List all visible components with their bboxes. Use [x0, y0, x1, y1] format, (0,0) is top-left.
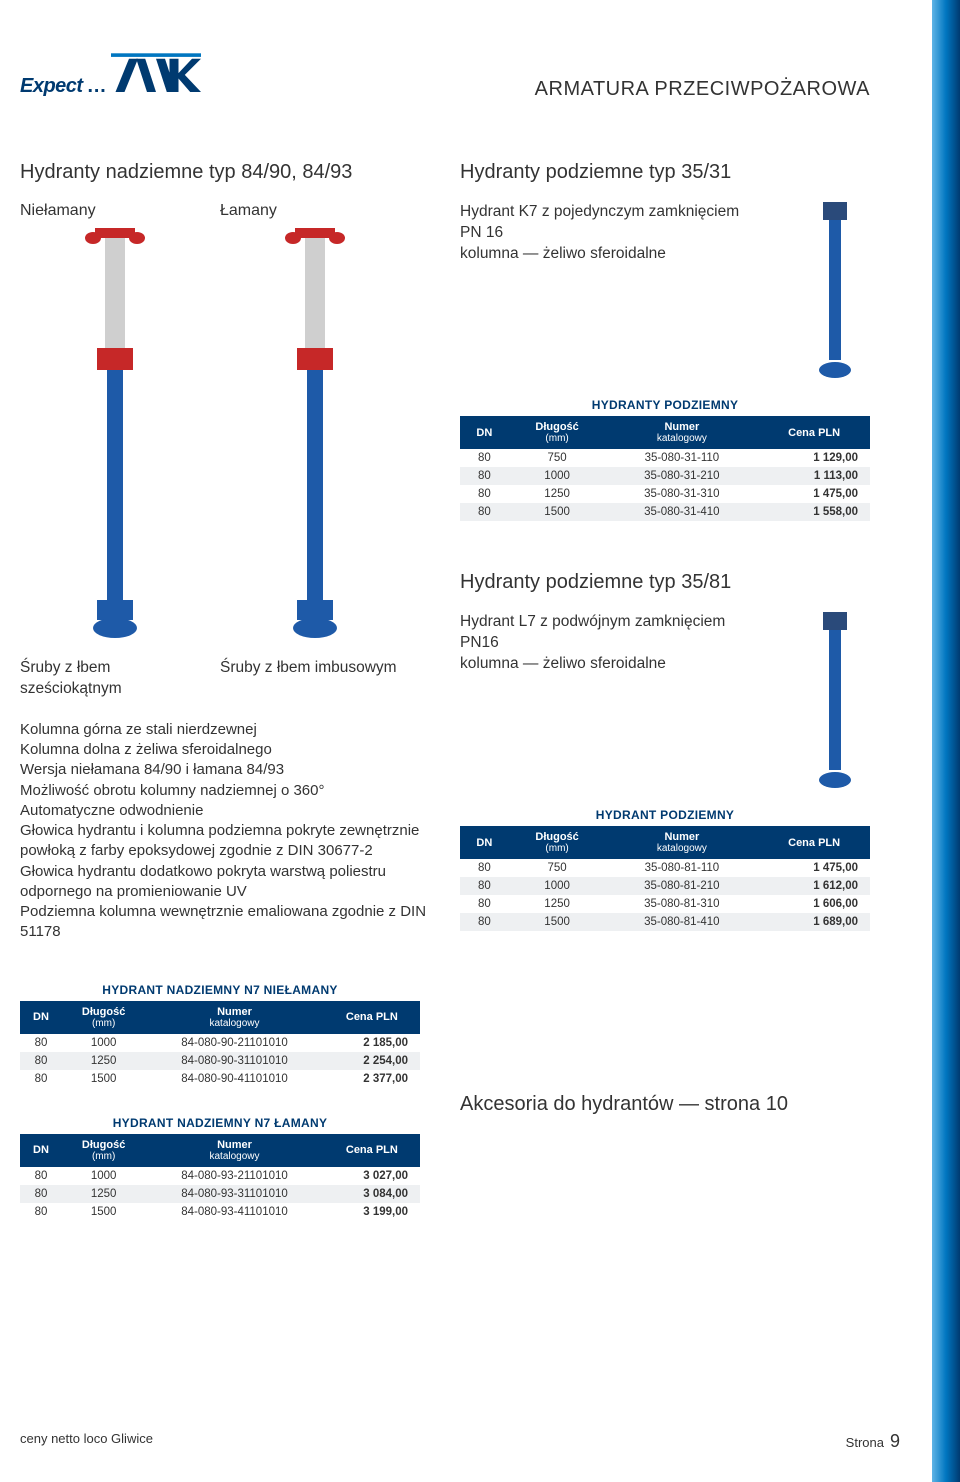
- sruby-imbus-label: Śruby z łbem imbusowym: [220, 658, 410, 679]
- table-row: 80100035-080-81-2101 612,00: [460, 877, 870, 895]
- hydrant-podziemny-image-2: [800, 612, 870, 792]
- th-dn: DN: [460, 416, 509, 449]
- right1-desc2: PN 16: [460, 223, 774, 244]
- page-content: Expect … ARMATURA PRZECIWPOŻAROWA Hydran…: [0, 0, 920, 1251]
- hydrant-podziemny-image-1: [800, 202, 870, 382]
- lamany-label: Łamany: [220, 202, 400, 220]
- table-row: 80100084-080-93-211010103 027,00: [20, 1167, 420, 1185]
- lamany-block: Łamany: [220, 202, 400, 228]
- table-row: 80125035-080-31-3101 475,00: [460, 485, 870, 503]
- table-row: 80100084-080-90-211010102 185,00: [20, 1034, 420, 1052]
- description-text: Kolumna górna ze stali nierdzewnej Kolum…: [20, 720, 430, 943]
- th-price: Cena PLN: [324, 1134, 420, 1167]
- right2-heading: Hydranty podziemne typ 35/81: [460, 571, 870, 594]
- table-podziemny-3531: DN Długość(mm) Numerkatalogowy Cena PLN …: [460, 416, 870, 521]
- hydrant-lamany-image: [275, 228, 355, 648]
- table-row: 8075035-080-31-1101 129,00: [460, 449, 870, 467]
- nielamany-label: Niełamany: [20, 202, 200, 220]
- th-cat: Numerkatalogowy: [605, 826, 758, 859]
- right1-desc-row: Hydrant K7 z pojedynczym zamknięciem PN …: [460, 202, 870, 382]
- table-row: 8075035-080-81-1101 475,00: [460, 859, 870, 877]
- document-title: ARMATURA PRZECIWPOŻAROWA: [535, 78, 870, 101]
- footer-page-label: Strona: [846, 1435, 884, 1450]
- footer-page: Strona 9: [846, 1431, 900, 1452]
- th-dn: DN: [460, 826, 509, 859]
- th-dn: DN: [20, 1134, 62, 1167]
- right2-desc3: kolumna — żeliwo sferoidalne: [460, 654, 774, 675]
- header: Expect … ARMATURA PRZECIWPOŻAROWA: [20, 50, 870, 101]
- table-podziemny-3581: DN Długość(mm) Numerkatalogowy Cena PLN …: [460, 826, 870, 931]
- side-accent-bar: [932, 0, 960, 1482]
- footer: ceny netto loco Gliwice Strona 9: [20, 1431, 900, 1452]
- right-column: Hydranty podziemne typ 35/31 Hydrant K7 …: [460, 161, 870, 943]
- footer-left-text: ceny netto loco Gliwice: [20, 1431, 153, 1452]
- right1-desc1: Hydrant K7 z pojedynczym zamknięciem: [460, 202, 774, 223]
- accessories-heading: Akcesoria do hydrantów — strona 10: [460, 1093, 870, 1116]
- left-description: Kolumna górna ze stali nierdzewnej Kolum…: [20, 720, 430, 943]
- table2-title: HYDRANT PODZIEMNY: [460, 808, 870, 822]
- right1-desc3: kolumna — żeliwo sferoidalne: [460, 244, 774, 265]
- table-row: 80125084-080-93-311010103 084,00: [20, 1185, 420, 1203]
- table-row: 80100035-080-31-2101 113,00: [460, 467, 870, 485]
- right2-desc1: Hydrant L7 z podwójnym zamknięciem: [460, 612, 774, 633]
- right2-desc2: PN16: [460, 633, 774, 654]
- logo-expect-text: Expect: [20, 75, 83, 98]
- th-cat: Numerkatalogowy: [145, 1001, 323, 1034]
- bottom-left-tables: HYDRANT NADZIEMNY N7 NIEŁAMANY DN Długoś…: [20, 983, 420, 1221]
- avk-logo-icon: [111, 50, 201, 98]
- table-row: 80150084-080-93-411010103 199,00: [20, 1203, 420, 1221]
- th-cat: Numerkatalogowy: [145, 1134, 323, 1167]
- table4-title: HYDRANT NADZIEMNY N7 ŁAMANY: [20, 1116, 420, 1130]
- hydrant-nielamany-image: [75, 228, 155, 648]
- main-row: Hydranty nadziemne typ 84/90, 84/93 Nieł…: [20, 161, 870, 943]
- hydrant-tall-images: Śruby z łbem sześciokątnym: [20, 228, 430, 700]
- right1-heading: Hydranty podziemne typ 35/31: [460, 161, 870, 184]
- table-row: 80150035-080-81-4101 689,00: [460, 913, 870, 931]
- table1-title: HYDRANTY PODZIEMNY: [460, 398, 870, 412]
- right2-desc-row: Hydrant L7 z podwójnym zamknięciem PN16 …: [460, 612, 870, 792]
- logo: Expect …: [20, 50, 201, 98]
- table3-title: HYDRANT NADZIEMNY N7 NIEŁAMANY: [20, 983, 420, 997]
- th-dn: DN: [20, 1001, 62, 1034]
- logo-dots: …: [87, 75, 107, 98]
- table-nadziemny-nielamany: DN Długość(mm) Numerkatalogowy Cena PLN …: [20, 1001, 420, 1088]
- bottom-tables: HYDRANT NADZIEMNY N7 NIEŁAMANY DN Długoś…: [20, 983, 870, 1221]
- left-column: Hydranty nadziemne typ 84/90, 84/93 Nieł…: [20, 161, 430, 943]
- footer-page-number: 9: [890, 1431, 900, 1452]
- left-heading: Hydranty nadziemne typ 84/90, 84/93: [20, 161, 430, 184]
- table-row: 80150084-080-90-411010102 377,00: [20, 1070, 420, 1088]
- th-len: Długość(mm): [62, 1001, 145, 1034]
- table-row: 80125035-080-81-3101 606,00: [460, 895, 870, 913]
- table-nadziemny-lamany: DN Długość(mm) Numerkatalogowy Cena PLN …: [20, 1134, 420, 1221]
- sruby-hex-label: Śruby z łbem sześciokątnym: [20, 658, 210, 700]
- th-len: Długość(mm): [509, 826, 606, 859]
- table-row: 80150035-080-31-4101 558,00: [460, 503, 870, 521]
- th-len: Długość(mm): [509, 416, 606, 449]
- th-price: Cena PLN: [758, 826, 870, 859]
- nielamany-block: Niełamany: [20, 202, 200, 228]
- bottom-right: Akcesoria do hydrantów — strona 10: [460, 983, 870, 1221]
- table-row: 80125084-080-90-311010102 254,00: [20, 1052, 420, 1070]
- th-price: Cena PLN: [758, 416, 870, 449]
- hydrant-variant-row-top: Niełamany Łamany: [20, 202, 430, 228]
- th-len: Długość(mm): [62, 1134, 145, 1167]
- th-price: Cena PLN: [324, 1001, 420, 1034]
- th-cat: Numerkatalogowy: [605, 416, 758, 449]
